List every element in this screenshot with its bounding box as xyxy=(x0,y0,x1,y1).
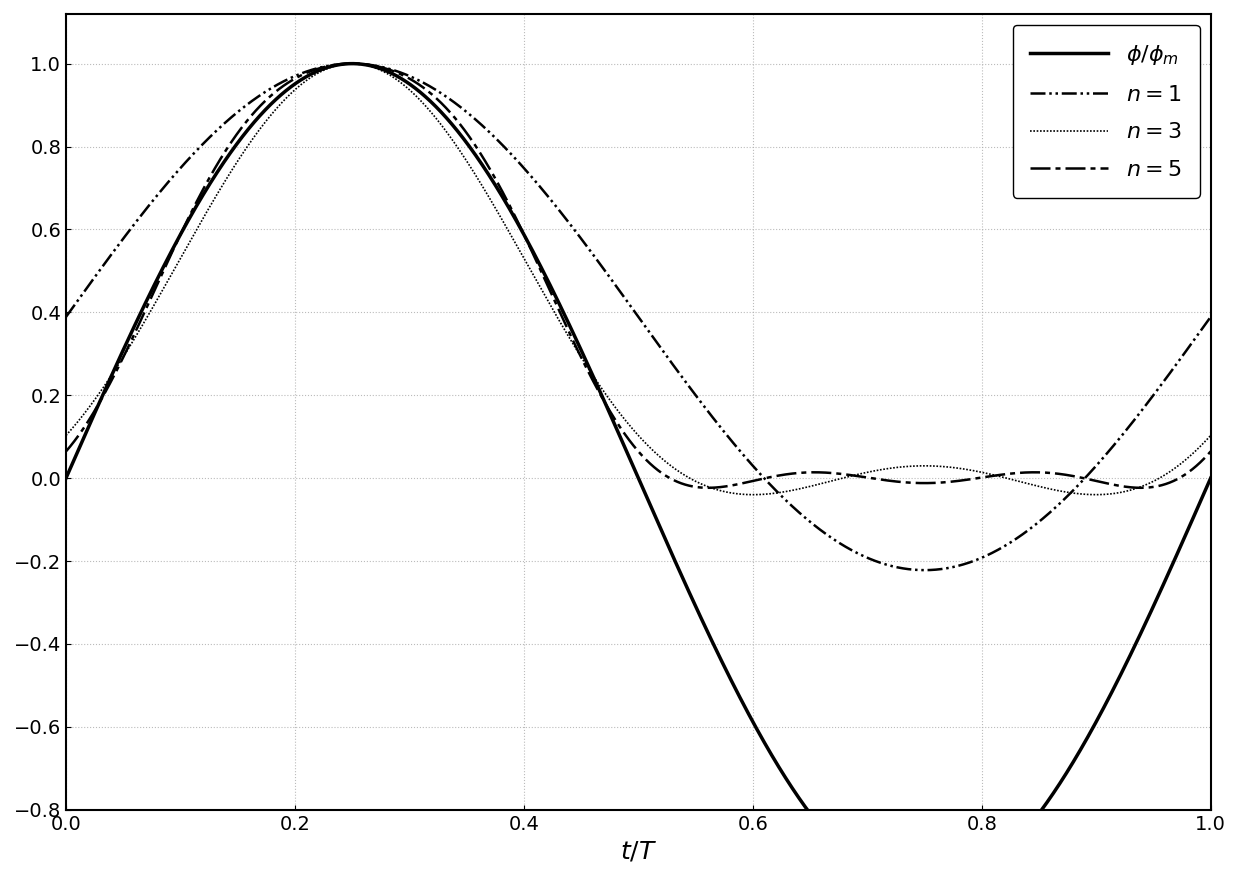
$\phi/\phi_m$ xyxy=(804,809,818,819)
$n=1$ xyxy=(58,311,73,322)
$n=5$ xyxy=(58,446,73,457)
$n=3$ xyxy=(345,59,360,69)
$n=3$ xyxy=(58,431,73,441)
$n=1$ xyxy=(913,565,928,575)
$n=1$ xyxy=(267,82,281,92)
$n=5$ xyxy=(701,482,715,493)
$n=5$ xyxy=(745,475,760,486)
$n=1$ xyxy=(496,141,511,152)
$n=1$ xyxy=(345,59,360,69)
$n=5$ xyxy=(1203,446,1218,457)
$\phi/\phi_m$ xyxy=(745,717,760,727)
$n=3$ xyxy=(496,217,511,228)
$n=1$ xyxy=(745,460,760,471)
$n=3$ xyxy=(999,473,1014,483)
$n=1$ xyxy=(918,565,932,575)
$\phi/\phi_m$ xyxy=(496,194,511,204)
Legend: $\phi/\phi_m$, $n=1$, $n=3$, $n=5$: $\phi/\phi_m$, $n=1$, $n=3$, $n=5$ xyxy=(1013,25,1199,198)
Line: $\phi/\phi_m$: $\phi/\phi_m$ xyxy=(66,64,1210,877)
$n=5$ xyxy=(267,88,281,98)
$n=3$ xyxy=(745,489,760,500)
$n=1$ xyxy=(804,517,818,528)
$n=5$ xyxy=(496,189,511,199)
$n=5$ xyxy=(913,478,928,488)
Line: $n=5$: $n=5$ xyxy=(66,64,1210,488)
$n=1$ xyxy=(1001,539,1016,550)
Line: $n=3$: $n=3$ xyxy=(66,64,1210,495)
X-axis label: $t/T$: $t/T$ xyxy=(620,839,657,863)
$n=5$ xyxy=(804,467,818,478)
$\phi/\phi_m$ xyxy=(1203,473,1218,483)
$\phi/\phi_m$ xyxy=(345,59,360,69)
$n=3$ xyxy=(1089,489,1104,500)
$\phi/\phi_m$ xyxy=(58,473,73,483)
$n=3$ xyxy=(913,460,928,471)
$n=3$ xyxy=(804,481,818,491)
$n=3$ xyxy=(1203,431,1218,441)
$n=3$ xyxy=(267,106,281,117)
$n=5$ xyxy=(345,59,360,69)
$n=1$ xyxy=(1203,311,1218,322)
$\phi/\phi_m$ xyxy=(267,96,281,106)
$n=5$ xyxy=(1001,468,1016,479)
$\phi/\phi_m$ xyxy=(1001,845,1016,855)
Line: $n=1$: $n=1$ xyxy=(66,64,1210,570)
